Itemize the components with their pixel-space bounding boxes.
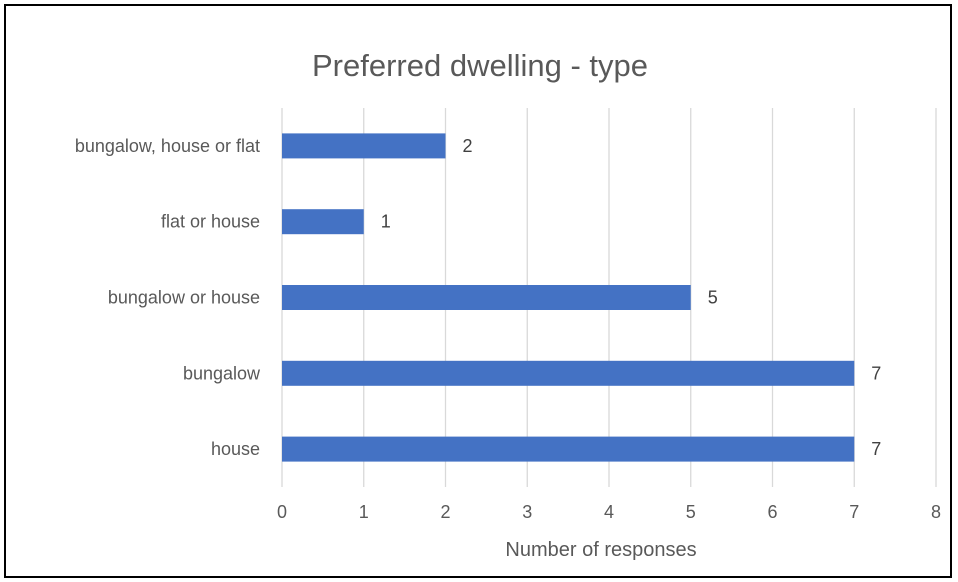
chart-title: Preferred dwelling - type (312, 48, 648, 83)
bar (282, 436, 855, 462)
x-tick-label: 4 (604, 502, 614, 522)
data-label: 2 (463, 136, 473, 156)
x-tick-label: 6 (767, 502, 777, 522)
y-category-label: house (211, 439, 260, 459)
labels: 0 1 2 3 4 5 6 7 8 bungalow, house or flat 2 flat or… (75, 136, 941, 522)
chart-frame: Preferred dwelling - type 0 1 2 3 4 5 6 7 8 bunga… (4, 4, 952, 578)
x-tick-label: 2 (440, 502, 450, 522)
bar (282, 209, 364, 235)
x-axis-title: Number of responses (505, 539, 696, 561)
data-label: 1 (381, 212, 391, 232)
bar (282, 285, 691, 310)
x-tick-label: 1 (359, 502, 369, 522)
y-category-label: bungalow or house (108, 288, 260, 308)
data-label: 7 (871, 439, 881, 459)
data-label: 7 (871, 363, 881, 383)
y-category-label: bungalow, house or flat (75, 136, 260, 156)
x-tick-label: 3 (522, 502, 532, 522)
x-tick-label: 0 (277, 502, 287, 522)
data-label: 5 (708, 288, 718, 308)
x-tick-label: 8 (931, 502, 941, 522)
y-category-label: bungalow (183, 363, 261, 383)
bars (282, 133, 855, 462)
x-tick-label: 5 (686, 502, 696, 522)
bar (282, 133, 446, 159)
bar-chart-plot: 0 1 2 3 4 5 6 7 8 bungalow, house or flat 2 flat or… (75, 108, 941, 561)
bar (282, 360, 855, 386)
x-tick-label: 7 (849, 502, 859, 522)
y-category-label: flat or house (161, 212, 260, 232)
